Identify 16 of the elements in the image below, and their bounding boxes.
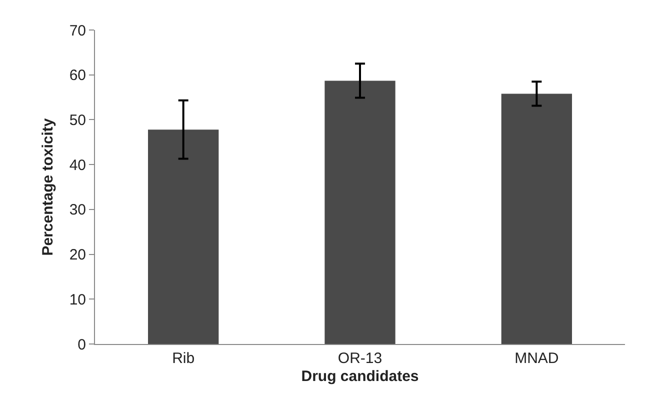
bar	[148, 130, 219, 344]
y-axis-title: Percentage toxicity	[40, 118, 57, 256]
x-tick-label: Rib	[172, 350, 195, 367]
y-tick-label: 10	[69, 291, 86, 308]
bar	[501, 94, 572, 344]
y-tick-label: 20	[69, 246, 86, 264]
y-tick-label: 50	[69, 112, 86, 129]
bar	[324, 80, 396, 344]
y-tick-label: 70	[69, 22, 86, 40]
x-axis-title: Drug candidates	[301, 368, 419, 385]
x-tick-label: OR-13	[338, 350, 382, 367]
x-tick-label: MNAD	[514, 350, 559, 367]
y-tick-label: 40	[69, 156, 86, 174]
y-tick-label: 0	[78, 336, 86, 354]
y-tick-label: 30	[69, 202, 86, 219]
y-tick-label: 60	[69, 67, 86, 84]
